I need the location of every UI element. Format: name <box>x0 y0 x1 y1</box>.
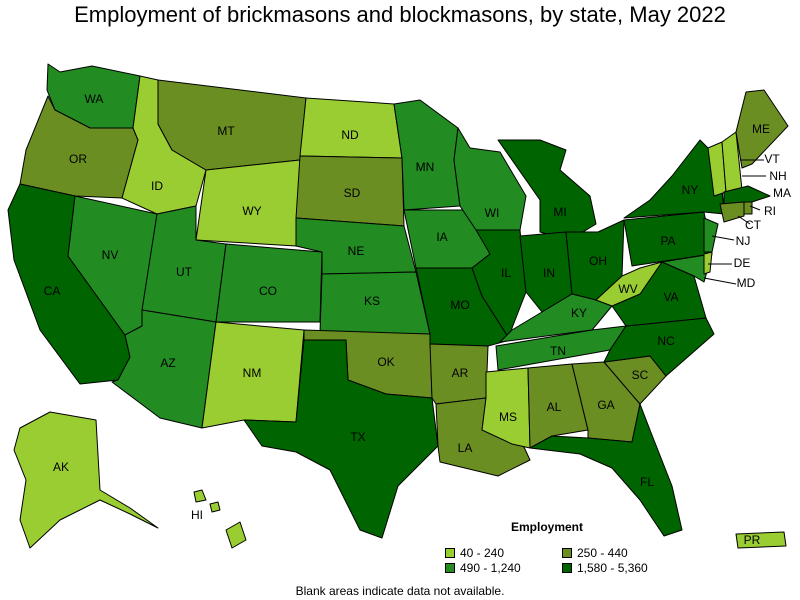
legend-title: Employment <box>511 520 584 534</box>
state-label-DE: DE <box>734 256 751 270</box>
state-label-TX: TX <box>350 430 365 444</box>
state-label-NM: NM <box>243 366 262 380</box>
state-MI <box>497 139 597 241</box>
state-label-LA: LA <box>458 441 473 455</box>
state-label-MT: MT <box>217 124 235 138</box>
state-HI <box>225 521 247 549</box>
state-label-CA: CA <box>44 284 61 298</box>
legend-label-1: 40 - 240 <box>460 546 505 560</box>
state-labels: WA OR CA NV ID MT WY UT AZ CO NM ND SD NE KS OK TX MN IA MO… <box>44 92 791 547</box>
state-label-NV: NV <box>102 248 119 262</box>
state-CT <box>719 201 745 223</box>
state-label-NY: NY <box>682 183 699 197</box>
state-label-WV: WV <box>618 282 637 296</box>
state-label-HI: HI <box>191 508 203 522</box>
legend-label-3: 490 - 1,240 <box>460 561 521 575</box>
footnote: Blank areas indicate data not available. <box>295 584 505 598</box>
state-AL <box>527 363 589 449</box>
legend-swatch-4 <box>562 563 572 573</box>
state-label-NH: NH <box>769 169 786 183</box>
state-label-KY: KY <box>571 306 587 320</box>
state-label-NJ: NJ <box>736 234 751 248</box>
legend-item-3: 490 - 1,240 <box>445 561 521 575</box>
state-label-WY: WY <box>242 204 261 218</box>
state-label-AL: AL <box>547 400 562 414</box>
state-WV <box>595 261 663 307</box>
state-label-NE: NE <box>348 244 365 258</box>
legend-swatch-1 <box>445 548 455 558</box>
state-label-MS: MS <box>499 410 517 424</box>
legend-item-1: 40 - 240 <box>445 546 504 560</box>
state-label-KS: KS <box>364 294 380 308</box>
state-PR <box>735 531 787 549</box>
legend-label-2: 250 - 440 <box>577 546 628 560</box>
state-MN <box>393 99 461 211</box>
state-label-ND: ND <box>341 128 359 142</box>
state-ME <box>735 89 789 169</box>
state-label-OK: OK <box>377 355 394 369</box>
state-label-VA: VA <box>663 290 678 304</box>
legend-item-4: 1,580 - 5,360 <box>562 561 648 575</box>
state-label-GA: GA <box>597 398 614 412</box>
state-label-OH: OH <box>589 254 607 268</box>
state-label-ME: ME <box>752 122 770 136</box>
state-label-PR: PR <box>744 533 761 547</box>
state-WY <box>195 159 301 247</box>
state-label-MO: MO <box>450 298 469 312</box>
state-label-OR: OR <box>69 152 87 166</box>
state-HI-island2 <box>193 489 207 503</box>
state-label-NC: NC <box>657 334 675 348</box>
state-label-CT: CT <box>745 218 762 232</box>
state-label-AZ: AZ <box>160 356 175 370</box>
state-label-ID: ID <box>151 179 163 193</box>
state-label-IL: IL <box>501 266 511 280</box>
state-NJ <box>703 217 719 253</box>
state-label-RI: RI <box>764 204 776 218</box>
legend-swatch-3 <box>445 563 455 573</box>
state-label-WI: WI <box>485 206 500 220</box>
state-WI <box>453 127 527 231</box>
state-RI <box>743 201 753 215</box>
state-AK <box>13 411 159 549</box>
legend-label-4: 1,580 - 5,360 <box>577 561 648 575</box>
state-label-PA: PA <box>660 234 675 248</box>
legend-item-2: 250 - 440 <box>562 546 628 560</box>
state-label-AR: AR <box>452 366 469 380</box>
state-label-IN: IN <box>543 266 555 280</box>
state-CO <box>215 243 323 323</box>
state-label-UT: UT <box>176 265 193 279</box>
state-HI-island3 <box>209 501 221 513</box>
state-label-MA: MA <box>773 186 791 200</box>
state-label-MD: MD <box>737 276 756 290</box>
state-label-FL: FL <box>640 475 654 489</box>
state-label-SD: SD <box>344 186 361 200</box>
state-label-MI: MI <box>553 205 566 219</box>
map-title: Employment of brickmasons and blockmason… <box>74 2 726 27</box>
state-DE <box>703 251 713 275</box>
state-label-MN: MN <box>416 160 435 174</box>
state-label-IA: IA <box>436 230 447 244</box>
state-label-WA: WA <box>85 92 104 106</box>
state-TX <box>243 339 439 539</box>
state-label-SC: SC <box>632 368 649 382</box>
state-MA <box>723 185 771 205</box>
state-label-TN: TN <box>550 344 566 358</box>
state-label-CO: CO <box>259 284 277 298</box>
legend-swatch-2 <box>562 548 572 558</box>
state-label-VT: VT <box>764 152 780 166</box>
state-label-AK: AK <box>53 460 69 474</box>
state-MD <box>661 253 713 283</box>
state-FL <box>529 403 683 537</box>
